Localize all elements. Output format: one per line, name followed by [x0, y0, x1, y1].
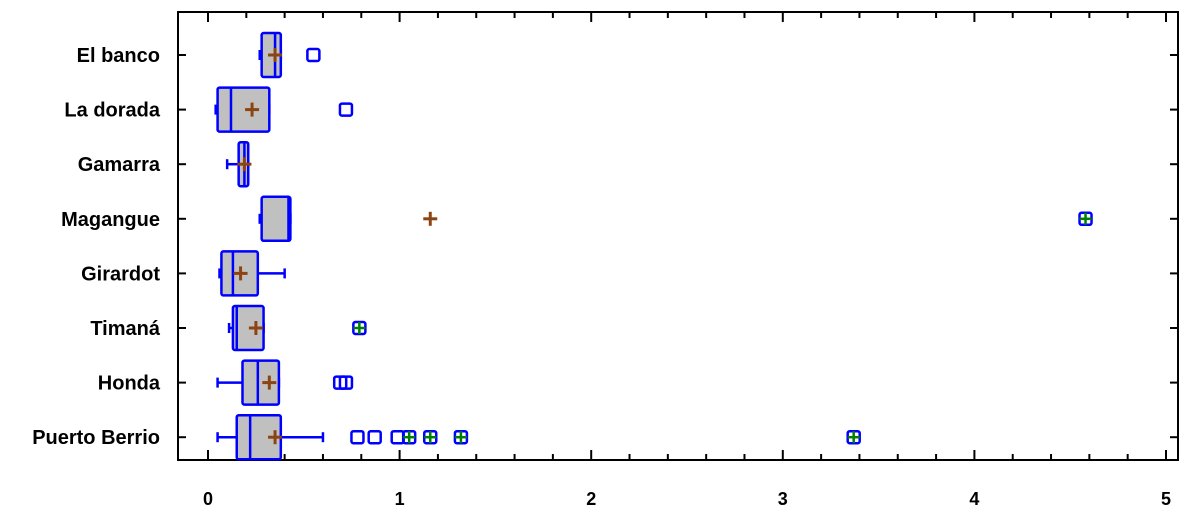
x-tick-label: 0 [203, 489, 213, 509]
outlier-point [350, 429, 365, 445]
plot-frame [177, 11, 1179, 461]
x-tick-label: 3 [778, 489, 788, 509]
outlier-point [338, 102, 354, 117]
box [231, 304, 265, 352]
outlier-point [390, 429, 405, 445]
x-tick-label: 5 [1161, 489, 1171, 509]
outlier-point [338, 375, 354, 390]
category-label: Honda [98, 373, 161, 395]
outlier-point [306, 47, 321, 63]
chart-marks: 0 1 2 3 4 5 El banco La dorada Gamarra Magangue Gi… [32, 12, 1178, 509]
category-label: Girardot [81, 263, 160, 285]
x-tick-label: 1 [395, 489, 405, 509]
x-tick-label: 2 [586, 489, 596, 509]
box [260, 195, 292, 243]
category-label: Puerto Berrio [32, 427, 160, 449]
outlier-point [367, 429, 382, 445]
category-label: Gamarra [78, 154, 161, 176]
category-label: Timaná [90, 318, 161, 340]
box [216, 86, 271, 133]
category-label: La dorada [64, 100, 160, 122]
category-label: Magangue [61, 209, 160, 231]
box [241, 359, 281, 406]
category-label: El banco [77, 45, 160, 67]
x-tick-label: 4 [969, 489, 979, 509]
